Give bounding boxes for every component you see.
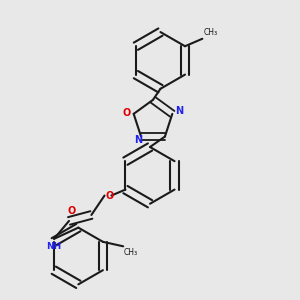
Text: O: O [68,206,76,216]
Text: NH: NH [46,242,62,251]
Text: O: O [123,108,131,118]
Text: N: N [134,135,142,145]
Text: CH₃: CH₃ [204,28,218,37]
Text: CH₃: CH₃ [124,248,138,257]
Text: N: N [175,106,183,116]
Text: O: O [105,190,113,200]
